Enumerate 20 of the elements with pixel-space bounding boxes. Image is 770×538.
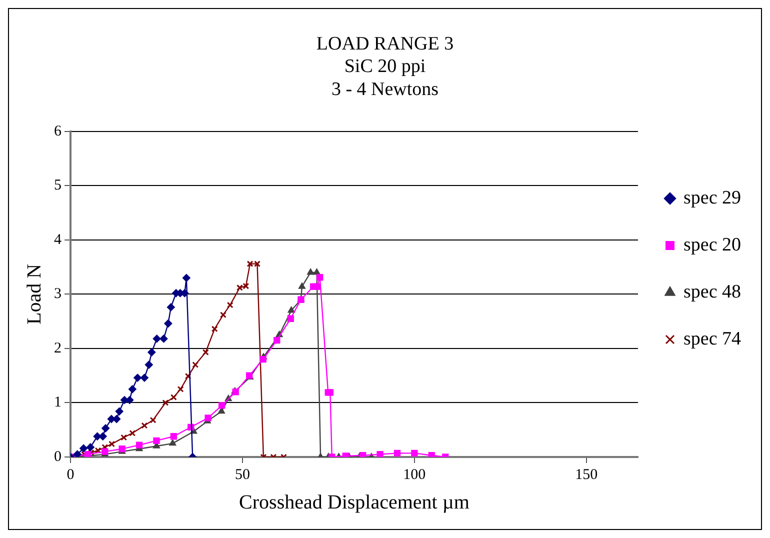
y-tick-label: 2 <box>54 340 62 356</box>
text: LOAD RANGE 3 <box>316 33 454 54</box>
text: 3 - 4 Newtons <box>331 78 439 100</box>
y-tick-label: 1 <box>54 394 62 411</box>
y-tick-label: 5 <box>54 178 62 194</box>
legend-label: spec 20 <box>683 234 742 256</box>
text: SiC 20 ppi <box>344 56 426 78</box>
x-tick-label: 0 <box>66 466 74 483</box>
x-axis-title: Crosshead Displacement µm <box>239 491 470 514</box>
legend-label: spec 29 <box>683 187 742 208</box>
x-tick-label: 100 <box>403 466 426 483</box>
x-tick-label: 150 <box>575 466 598 483</box>
y-tick-label: 6 <box>54 123 62 140</box>
x-tick-label: 50 <box>234 466 250 483</box>
y-axis-title: Load N <box>23 264 46 324</box>
y-tick-label: 3 <box>54 286 62 302</box>
legend-label: spec 48 <box>683 281 742 302</box>
legend-label: spec 74 <box>683 328 742 350</box>
y-tick-label: 4 <box>54 232 62 248</box>
y-tick-label: 0 <box>54 448 62 465</box>
